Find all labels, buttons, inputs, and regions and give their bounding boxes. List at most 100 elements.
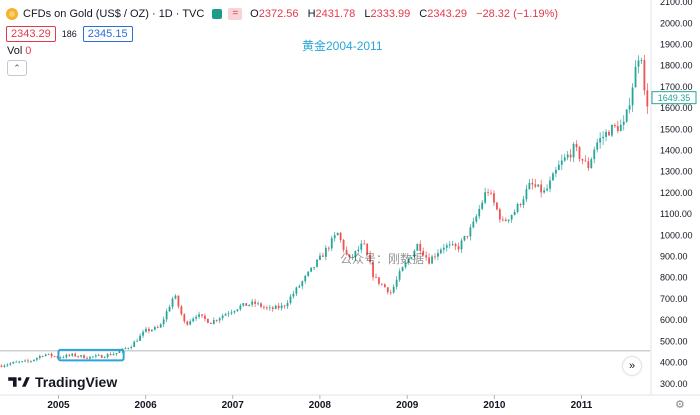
candle-body xyxy=(342,239,345,250)
candle-body xyxy=(165,311,168,320)
gold-coin-icon xyxy=(6,8,18,20)
candle-body xyxy=(248,304,251,306)
y-tick-label: 900.00 xyxy=(660,252,688,262)
candle-body xyxy=(398,271,401,280)
candle-body xyxy=(469,227,472,237)
y-tick-label: 1800.00 xyxy=(660,61,693,71)
candle-body xyxy=(451,244,454,245)
y-tick-label: 800.00 xyxy=(660,273,688,283)
candle-body xyxy=(44,354,47,357)
y-tick-label: 300.00 xyxy=(660,379,688,389)
chevron-up-icon[interactable]: ⌃ xyxy=(7,60,27,76)
candle-body xyxy=(271,307,274,309)
candle-body xyxy=(50,353,53,357)
candle-body xyxy=(59,357,62,359)
candle-body xyxy=(578,147,581,159)
symbol-title[interactable]: CFDs on Gold (US$ / OZ) · 1D · TVC xyxy=(23,8,205,20)
candle-body xyxy=(422,250,425,256)
candle-body xyxy=(257,303,259,305)
ask-price-button[interactable]: 2345.15 xyxy=(82,26,133,42)
candle-body xyxy=(304,275,307,282)
candle-body xyxy=(130,347,133,348)
candle-body xyxy=(555,169,557,174)
candle-body xyxy=(204,315,206,319)
candle-body xyxy=(230,312,233,314)
candle-body xyxy=(537,184,540,187)
candle-body xyxy=(496,202,498,210)
candle-body xyxy=(599,138,602,143)
candle-body xyxy=(12,361,15,364)
close-value: 2343.29 xyxy=(427,8,468,20)
equals-button[interactable]: = xyxy=(228,8,243,20)
candle-body xyxy=(531,182,534,185)
candle-body xyxy=(345,249,348,255)
candle-body xyxy=(575,143,578,148)
candle-body xyxy=(71,353,74,356)
spread-value: 186 xyxy=(61,29,77,39)
candle-body xyxy=(239,305,242,310)
candle-body xyxy=(103,357,106,358)
candle-body xyxy=(369,254,372,263)
candle-body xyxy=(625,109,628,122)
candle-body xyxy=(171,298,174,307)
candle-body xyxy=(56,356,59,358)
candle-body xyxy=(283,305,286,307)
candle-body xyxy=(437,253,439,257)
candle-body xyxy=(507,219,510,221)
candle-body xyxy=(289,296,292,304)
candle-body xyxy=(133,341,136,348)
x-tick-label: 2010 xyxy=(483,400,506,411)
candle-body xyxy=(136,340,139,342)
candle-body xyxy=(198,314,200,317)
y-tick-label: 600.00 xyxy=(660,315,688,325)
candle-body xyxy=(153,327,156,330)
candle-body xyxy=(183,314,186,322)
gear-icon[interactable]: ⚙ xyxy=(675,399,685,411)
candle-body xyxy=(192,318,195,322)
candle-body xyxy=(0,365,3,367)
tradingview-logo[interactable]: TradingView xyxy=(8,374,117,390)
candle-body xyxy=(94,355,97,357)
candle-body xyxy=(611,124,613,136)
candle-body xyxy=(404,262,407,268)
candle-body xyxy=(584,160,587,162)
scroll-to-realtime-button[interactable]: » xyxy=(623,357,641,375)
candle-body xyxy=(168,306,171,312)
candle-body xyxy=(552,173,554,181)
candle-body xyxy=(148,328,150,332)
candle-body xyxy=(307,271,310,276)
candle-body xyxy=(504,219,507,221)
candle-body xyxy=(457,246,460,250)
candle-body xyxy=(139,335,141,341)
candle-body xyxy=(463,235,466,241)
y-tick-label: 1000.00 xyxy=(660,230,693,240)
open-value: 2372.56 xyxy=(258,8,299,20)
candle-body xyxy=(619,124,622,132)
y-tick-label: 1300.00 xyxy=(660,167,693,177)
candle-body xyxy=(30,361,32,362)
change-value: −28.32 (−1.19%) xyxy=(476,8,559,20)
annotation-title: 黄金2004-2011 xyxy=(302,39,383,53)
candle-body xyxy=(348,254,351,258)
candle-body xyxy=(174,295,177,299)
candle-body xyxy=(363,243,366,245)
candle-body xyxy=(218,318,221,321)
candle-body xyxy=(416,243,419,251)
candle-body xyxy=(89,356,91,359)
candle-body xyxy=(622,121,625,125)
candle-body xyxy=(487,192,489,194)
candle-body xyxy=(616,126,619,132)
candle-body xyxy=(490,192,492,194)
bid-price-button[interactable]: 2343.29 xyxy=(6,26,56,42)
candle-body xyxy=(519,204,522,206)
status-dot-icon[interactable] xyxy=(212,9,223,19)
candle-body xyxy=(145,328,147,332)
candle-body xyxy=(428,257,430,264)
candle-body xyxy=(274,305,277,309)
candle-body xyxy=(498,209,501,220)
candle-body xyxy=(560,160,563,165)
candle-body xyxy=(628,105,631,110)
candle-body xyxy=(590,159,593,169)
volume-legend: Vol 0 xyxy=(7,45,31,57)
